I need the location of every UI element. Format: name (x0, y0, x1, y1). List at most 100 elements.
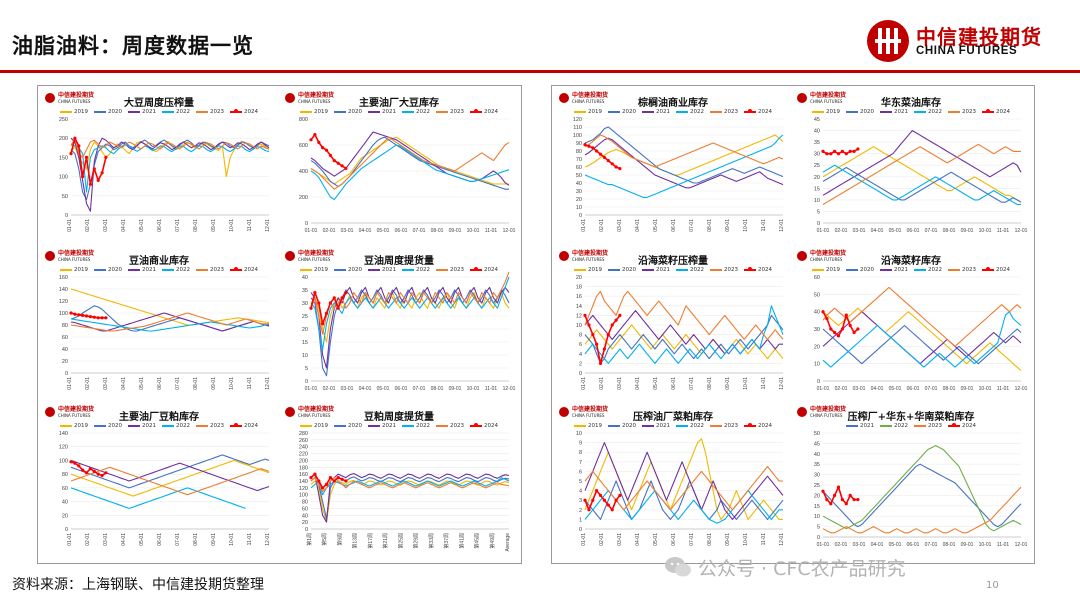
legend-label: 2019 (826, 109, 840, 115)
page-header: 油脂油料：周度数据一览 中信建投期货 CHINA FUTURES (0, 0, 1080, 74)
x-tick-label: 12-01 (503, 228, 516, 234)
data-point-2024 (840, 498, 844, 502)
y-tick-label: 10 (814, 198, 820, 204)
x-tick-label: 06-01 (157, 377, 163, 390)
x-tick-label: 07-01 (689, 533, 695, 546)
legend-swatch (608, 110, 620, 113)
y-tick-label: 10 (576, 323, 582, 329)
data-point-2024 (92, 469, 96, 473)
legend-item: 2021 (880, 108, 908, 116)
data-point-2024 (84, 314, 89, 318)
series-line-2022 (70, 487, 246, 509)
data-point-2024 (583, 313, 587, 317)
y-tick-label: 240 (299, 445, 308, 451)
legend-label: 2019 (588, 109, 602, 115)
x-tick-label: 08-01 (943, 386, 956, 392)
chart-legend: 2019 2020 2021 2022 2023 2024 (281, 108, 517, 116)
legend-item: 2021 (128, 108, 156, 116)
data-point-2024 (328, 476, 332, 480)
data-point-2024 (344, 166, 348, 170)
data-point-2024 (84, 155, 89, 159)
x-tick-label: 06-01 (907, 386, 920, 392)
logo-mark-icon (797, 407, 807, 417)
legend-label: 2019 (588, 423, 602, 429)
legend-item: 2019 (60, 266, 88, 274)
x-tick-label: 10-01 (743, 377, 749, 390)
data-point-2024 (340, 477, 344, 481)
logo-mark-icon (559, 251, 569, 261)
x-tick-label: 10-01 (467, 386, 480, 392)
y-tick-label: 0 (65, 213, 68, 219)
data-point-2024 (344, 479, 348, 483)
x-tick-label: 09-01 (449, 228, 462, 234)
y-tick-label: 2 (579, 508, 582, 514)
y-tick-label: 20 (62, 359, 68, 365)
x-tick-label: 第33周 (428, 533, 435, 549)
y-tick-label: 8 (579, 333, 582, 339)
x-tick-label: 08-01 (943, 542, 956, 548)
legend-item: 2021 (368, 266, 396, 274)
legend-item: 2020 (608, 108, 636, 116)
legend-item: 2021 (642, 266, 670, 274)
x-tick-label: 06-01 (671, 377, 677, 390)
legend-label: 2019 (74, 423, 88, 429)
y-tick-label: 400 (299, 169, 308, 175)
x-tick-label: 03-01 (853, 542, 866, 548)
series-line-2020 (584, 314, 784, 364)
x-tick-label: 04-01 (635, 377, 641, 390)
legend-label: 2023 (724, 109, 738, 115)
x-tick-label: 11-01 (997, 542, 1010, 548)
legend-label: 2019 (314, 267, 328, 273)
x-tick-label: 08-01 (431, 228, 444, 234)
legend-swatch (162, 424, 174, 427)
legend-swatch (846, 424, 858, 427)
data-point-2024 (81, 175, 85, 179)
series-line-2019 (584, 324, 784, 360)
legend-label: 2021 (656, 423, 670, 429)
legend-item: 2019 (300, 422, 328, 430)
data-point-2024 (92, 167, 96, 171)
x-tick-label: 02-01 (835, 542, 848, 548)
brand-name-en: CHINA FUTURES (916, 45, 1018, 57)
data-point-2024 (317, 479, 321, 483)
y-tick-label: 50 (62, 194, 68, 200)
series-line-2022 (70, 143, 270, 193)
legend-label: 2023 (724, 267, 738, 273)
y-tick-label: 0 (817, 535, 820, 541)
legend-label: 2024 (996, 109, 1010, 115)
data-point-2024 (606, 503, 610, 507)
data-point-2024 (69, 311, 73, 315)
y-tick-label: 5 (305, 366, 308, 372)
mini-logo-name: 中信建投期货 (572, 250, 609, 257)
y-tick-label: 35 (302, 288, 308, 294)
legend-item: 2020 (334, 108, 362, 116)
series-line-2022 (822, 444, 1022, 532)
legend-swatch (608, 268, 620, 271)
legend-swatch (710, 424, 722, 427)
y-tick-label: 45 (814, 117, 820, 123)
y-tick-label: 260 (299, 438, 308, 444)
legend-swatch (162, 110, 174, 113)
data-point-2024 (821, 310, 825, 314)
x-tick-label: 12-01 (1015, 542, 1028, 548)
legend-label: 2022 (690, 423, 704, 429)
legend-label: 2022 (416, 423, 430, 429)
legend-marker (952, 423, 956, 427)
x-tick-label: 01-01 (581, 219, 587, 232)
x-tick-label: 03-01 (617, 219, 623, 232)
y-tick-label: 80 (302, 500, 308, 506)
data-point-2024 (833, 149, 837, 153)
mini-logo-en: CHINA FUTURES (298, 99, 331, 104)
chart-canvas: 0 10 20 30 40 50 60 70 80 90 100 110 120 01-01 02-01 03… (573, 117, 785, 232)
legend-swatch (128, 424, 140, 427)
legend-item: 2020 (94, 422, 122, 430)
series-line-2022 (822, 164, 1021, 206)
legend-item: 2021 (128, 422, 156, 430)
y-tick-label: 60 (814, 275, 820, 281)
x-tick-label: 第49周 (489, 533, 496, 549)
y-tick-label: 5 (579, 479, 582, 485)
x-tick-label: 第45周 (474, 533, 481, 549)
mini-logo-en: CHINA FUTURES (298, 257, 331, 262)
chart-canvas: 0 1 2 3 4 5 6 7 8 9 10 01-01 02-01 03-01 04-01 05-01 06-… (576, 431, 785, 546)
